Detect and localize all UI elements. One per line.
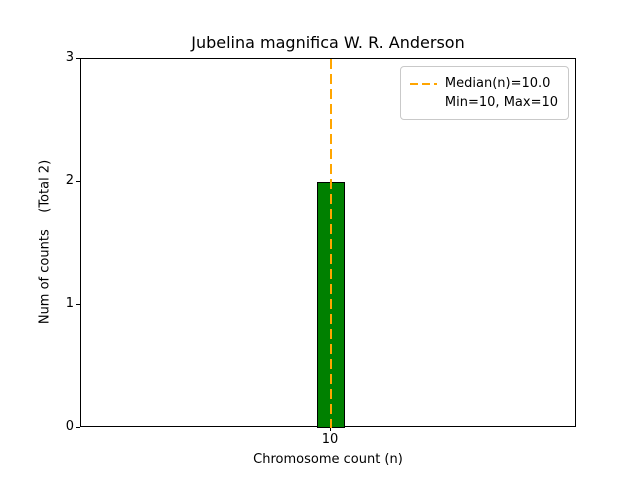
y-tick-mark: [76, 57, 80, 59]
x-tick-mark: [329, 427, 331, 431]
y-tick-mark: [76, 180, 80, 182]
y-tick-label-1: 1: [65, 296, 74, 311]
y-tick-label-3: 3: [65, 50, 74, 65]
x-axis-label: Chromosome count (n): [253, 452, 403, 467]
legend-row-minmax: Min=10, Max=10: [410, 93, 558, 112]
legend-label-median: Median(n)=10.0: [444, 76, 551, 91]
y-tick-label-0: 0: [65, 419, 74, 434]
legend-row-median: Median(n)=10.0: [409, 74, 558, 93]
median-dashed-line: [330, 59, 332, 428]
y-tick-label-2: 2: [65, 173, 74, 188]
y-tick-mark: [76, 426, 80, 428]
x-tick-label-10: 10: [321, 432, 339, 447]
legend-label-minmax: Min=10, Max=10: [444, 95, 558, 110]
chart-title: Jubelina magnifica W. R. Anderson: [191, 33, 465, 52]
plot-area: Median(n)=10.0 Min=10, Max=10: [80, 58, 576, 428]
legend-box: Median(n)=10.0 Min=10, Max=10: [399, 66, 569, 120]
y-tick-mark: [76, 303, 80, 305]
median-line-legend-icon: [409, 82, 437, 85]
